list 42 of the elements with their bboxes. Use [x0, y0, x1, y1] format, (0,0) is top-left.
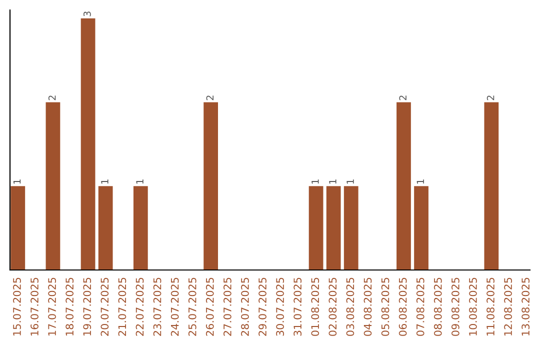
- x-tick-label: 27.07.2025: [223, 278, 232, 336]
- data-label: 1: [346, 179, 354, 184]
- x-tick-label: 10.08.2025: [469, 278, 477, 336]
- x-tick-label: 08.08.2025: [434, 278, 442, 336]
- x-tick-label: 16.07.2025: [30, 278, 38, 336]
- x-tick-label: 25.07.2025: [188, 278, 196, 336]
- x-tick-label: 04.08.2025: [364, 278, 372, 336]
- x-tick-label: 01.08.2025: [311, 278, 320, 336]
- x-tick-label: 22.07.2025: [136, 278, 144, 336]
- data-label: 1: [416, 179, 424, 184]
- x-tick-label: 28.07.2025: [241, 278, 249, 336]
- x-tick-label: 03.08.2025: [346, 278, 354, 336]
- data-label: 2: [486, 96, 494, 100]
- data-label: 1: [136, 179, 144, 184]
- x-tick-label: 26.07.2025: [206, 278, 214, 336]
- x-tick-label: 17.07.2025: [48, 278, 56, 336]
- data-label: 1: [101, 179, 108, 184]
- data-label: 2: [206, 96, 214, 100]
- x-tick-label: 15.07.2025: [13, 278, 21, 336]
- data-label: 1: [312, 179, 319, 184]
- x-tick-label: 23.07.2025: [153, 278, 162, 336]
- x-tick-label: 05.08.2025: [381, 278, 390, 336]
- x-tick-label: 19.07.2025: [83, 278, 92, 336]
- x-tick-label: 24.07.2025: [170, 278, 179, 336]
- data-label: 2: [48, 96, 56, 100]
- x-tick-label: 11.08.2025: [486, 278, 494, 336]
- data-label: 3: [84, 12, 91, 16]
- x-tick-label: 30.07.2025: [276, 278, 284, 336]
- x-tick-label: 13.08.2025: [522, 278, 530, 336]
- x-tick-label: 07.08.2025: [416, 278, 424, 336]
- data-label: 2: [399, 96, 406, 100]
- x-tick-label: 06.08.2025: [398, 278, 407, 336]
- data-label: 1: [329, 179, 336, 184]
- x-tick-label: 20.07.2025: [100, 278, 109, 336]
- x-tick-label: 29.07.2025: [258, 278, 266, 336]
- x-tick-label: 31.07.2025: [294, 278, 302, 336]
- data-label: 1: [13, 179, 21, 184]
- x-tick-label: 21.07.2025: [118, 278, 126, 336]
- x-tick-label: 12.08.2025: [504, 278, 512, 336]
- x-tick-label: 18.07.2025: [66, 278, 74, 336]
- x-tick-label: 02.08.2025: [328, 278, 337, 336]
- x-tick-label: 09.08.2025: [451, 278, 460, 336]
